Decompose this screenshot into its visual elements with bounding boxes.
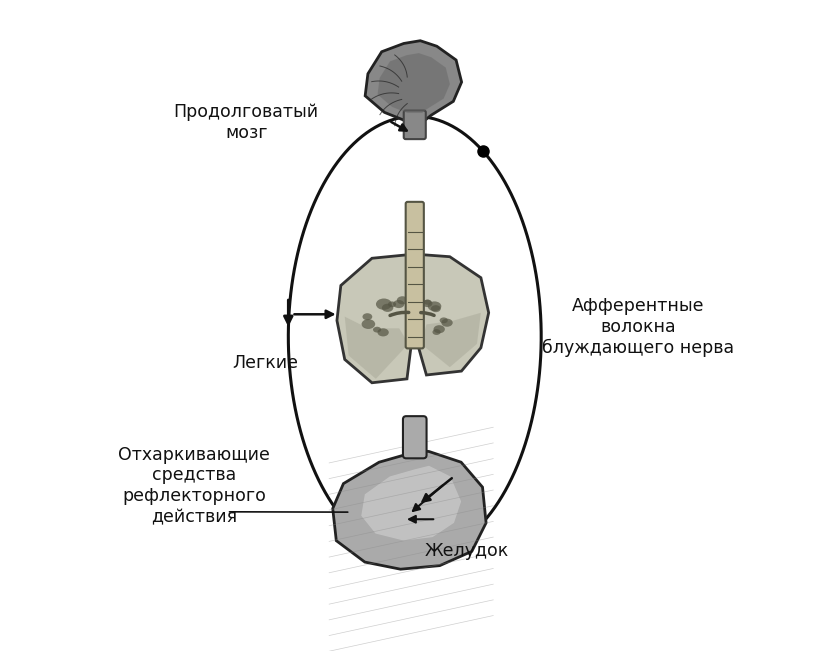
- Ellipse shape: [441, 318, 453, 327]
- Ellipse shape: [431, 305, 441, 312]
- Ellipse shape: [422, 300, 432, 307]
- Ellipse shape: [362, 319, 375, 329]
- Ellipse shape: [376, 298, 392, 310]
- FancyBboxPatch shape: [403, 416, 426, 458]
- Polygon shape: [416, 254, 489, 375]
- Polygon shape: [333, 450, 486, 569]
- Ellipse shape: [424, 300, 431, 305]
- Text: Продолговатый
мозг: Продолговатый мозг: [174, 103, 319, 142]
- Text: Отхаркивающие
средства
рефлекторного
действия: Отхаркивающие средства рефлекторного дей…: [119, 445, 270, 526]
- Polygon shape: [361, 466, 461, 541]
- Polygon shape: [365, 41, 461, 120]
- Ellipse shape: [393, 300, 405, 308]
- Ellipse shape: [382, 303, 393, 312]
- Ellipse shape: [388, 301, 396, 307]
- Ellipse shape: [373, 327, 381, 333]
- FancyBboxPatch shape: [404, 111, 426, 139]
- Ellipse shape: [408, 299, 415, 305]
- Ellipse shape: [428, 301, 441, 311]
- Ellipse shape: [397, 296, 408, 304]
- Polygon shape: [421, 313, 481, 367]
- Text: Легкие: Легкие: [232, 354, 298, 371]
- Ellipse shape: [432, 329, 441, 335]
- Ellipse shape: [434, 325, 445, 334]
- Text: Афферентные
волокна
блуждающего нерва: Афферентные волокна блуждающего нерва: [543, 297, 735, 357]
- Polygon shape: [344, 317, 409, 379]
- Polygon shape: [378, 53, 450, 113]
- Ellipse shape: [363, 313, 372, 320]
- Text: Желудок: Желудок: [425, 542, 509, 560]
- Ellipse shape: [377, 328, 389, 336]
- Polygon shape: [337, 254, 413, 383]
- FancyBboxPatch shape: [405, 202, 424, 349]
- Ellipse shape: [440, 317, 448, 323]
